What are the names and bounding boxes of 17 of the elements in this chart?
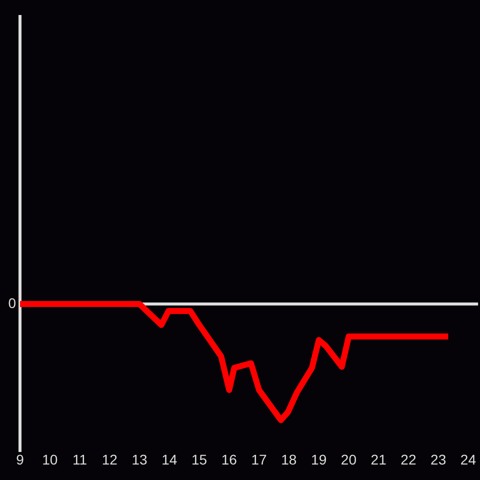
- x-tick-label: 21: [370, 451, 387, 468]
- x-tick-label: 18: [281, 451, 297, 468]
- x-tick-label: 15: [191, 451, 208, 468]
- x-tick-label: 20: [340, 451, 357, 468]
- x-tick-label: 19: [311, 451, 327, 468]
- x-tick-label: 11: [72, 451, 88, 468]
- x-tick-label: 24: [460, 451, 476, 468]
- x-tick-label: 16: [221, 451, 238, 468]
- x-tick-label: 13: [132, 451, 148, 468]
- x-tick-label: 14: [162, 451, 178, 468]
- x-tick-label: 17: [251, 451, 268, 468]
- x-tick-label: 12: [102, 451, 118, 468]
- x-tick-label: 9: [16, 451, 24, 468]
- x-tick-label: 22: [400, 451, 416, 468]
- ref-line-label: 0: [8, 294, 16, 311]
- x-tick-label: 23: [430, 451, 446, 468]
- x-tick-label: 10: [42, 451, 58, 468]
